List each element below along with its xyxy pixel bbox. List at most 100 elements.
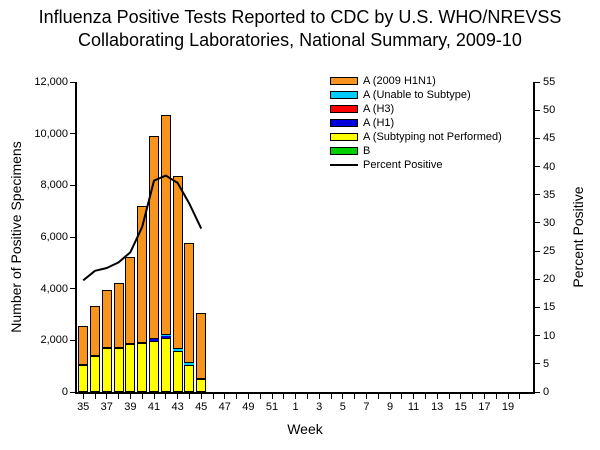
x-axis-tick: [82, 394, 84, 399]
bar-segment: [125, 257, 136, 345]
x-axis-tick: [401, 394, 403, 399]
bar-segment: [160, 337, 171, 392]
x-tick-label: 39: [124, 401, 137, 413]
legend-item: B: [330, 144, 370, 158]
bar-segment: [184, 363, 195, 365]
x-tick-label: 1: [292, 401, 299, 413]
x-tick-label: 19: [501, 401, 515, 413]
bar-segment: [149, 136, 159, 340]
left-y-axis-line: [75, 82, 77, 394]
x-axis-tick: [460, 394, 462, 399]
x-axis-tick: [436, 394, 438, 399]
left-y-tick-label: 10,000: [34, 127, 68, 140]
bar-segment: [137, 206, 148, 343]
right-y-tick-label: 25: [543, 245, 556, 258]
legend-item: A (Subtyping not Performed): [330, 130, 502, 144]
right-y-axis-tick: [535, 81, 540, 83]
legend-swatch-icon: [330, 119, 358, 127]
x-tick-label: 13: [431, 401, 444, 413]
bar-segment: [172, 176, 183, 349]
bar-segment: [160, 114, 171, 335]
x-axis-tick: [129, 394, 131, 399]
x-tick-label: 51: [265, 401, 279, 413]
legend-item-label: A (H3): [363, 103, 395, 115]
chart-title-line-2: Collaborating Laboratories, National Sum…: [78, 30, 522, 50]
right-y-tick-label: 5: [543, 357, 550, 370]
legend-swatch-icon: [330, 77, 358, 85]
bar-segment: [101, 348, 112, 392]
x-axis-tick: [483, 394, 485, 399]
left-y-tick-label: 2,000: [40, 334, 68, 347]
right-y-axis-tick: [535, 166, 540, 168]
right-y-axis-tick: [535, 306, 540, 308]
right-y-axis-tick: [535, 391, 540, 393]
x-axis-tick: [188, 394, 190, 399]
bar-segment: [172, 351, 183, 392]
x-axis-tick: [318, 394, 320, 399]
left-y-axis-tick: [70, 339, 75, 341]
x-axis-title: Week: [287, 421, 323, 437]
x-axis-tick: [200, 394, 202, 399]
legend-line-icon: [330, 164, 358, 166]
bar-segment: [90, 305, 100, 356]
left-y-axis-tick: [70, 236, 75, 238]
legend-swatch-icon: [330, 91, 358, 99]
bar-segment: [196, 312, 207, 379]
right-y-axis-line: [533, 82, 535, 394]
bar-segment: [113, 282, 124, 349]
x-axis-line: [75, 392, 535, 394]
x-axis-tick: [295, 394, 297, 399]
bar-segment: [125, 344, 136, 392]
x-tick-label: 5: [339, 401, 346, 413]
x-axis-tick: [424, 394, 426, 399]
bar-segment: [160, 335, 171, 338]
x-tick-label: 11: [407, 401, 420, 413]
x-axis-tick: [165, 394, 167, 399]
left-y-axis-tick: [70, 288, 75, 290]
x-axis-tick: [141, 394, 143, 399]
left-y-tick-label: 12,000: [34, 76, 68, 88]
x-tick-label: 37: [100, 401, 113, 413]
right-y-axis-tick: [535, 250, 540, 252]
bar-segment: [101, 289, 112, 349]
x-tick-label: 41: [147, 401, 161, 413]
legend-item-label: Percent Positive: [363, 159, 443, 171]
right-y-tick-label: 55: [543, 76, 556, 88]
x-tick-label: 45: [195, 401, 208, 413]
x-axis-tick: [365, 394, 367, 399]
x-tick-label: 9: [386, 401, 394, 413]
bar-segment: [149, 339, 159, 342]
legend-item-label: A (Unable to Subtype): [363, 89, 471, 101]
x-tick-label: 35: [77, 401, 90, 413]
legend-swatch-icon: [330, 105, 358, 113]
x-tick-label: 17: [478, 401, 491, 413]
x-tick-label: 43: [171, 401, 184, 413]
legend-item: A (H1): [330, 116, 394, 130]
right-y-axis-tick: [535, 194, 540, 196]
legend-item-label: B: [363, 145, 371, 157]
right-y-axis-tick: [535, 137, 540, 139]
x-tick-label: 7: [363, 401, 370, 413]
x-axis-tick: [153, 394, 155, 399]
x-axis-tick: [472, 394, 474, 399]
x-axis-tick: [224, 394, 226, 399]
right-y-tick-label: 0: [543, 386, 550, 398]
right-y-axis-tick: [535, 363, 540, 365]
x-axis-tick: [413, 394, 415, 399]
x-axis-tick: [330, 394, 332, 399]
right-y-tick-label: 40: [543, 160, 556, 173]
right-y-axis-tick: [535, 335, 540, 337]
x-axis-tick: [519, 394, 521, 399]
legend-item: A (H3): [330, 102, 394, 116]
x-axis-tick: [377, 394, 379, 399]
left-y-tick-label: 6,000: [40, 231, 68, 243]
bar-segment: [184, 364, 195, 392]
left-y-axis-tick: [70, 81, 75, 83]
left-y-tick-label: 4,000: [40, 282, 68, 295]
legend-swatch-icon: [330, 133, 358, 141]
x-tick-label: 15: [454, 401, 467, 413]
bar-segment: [113, 348, 124, 392]
x-axis-tick: [94, 394, 96, 399]
legend-item: A (Unable to Subtype): [330, 88, 471, 102]
